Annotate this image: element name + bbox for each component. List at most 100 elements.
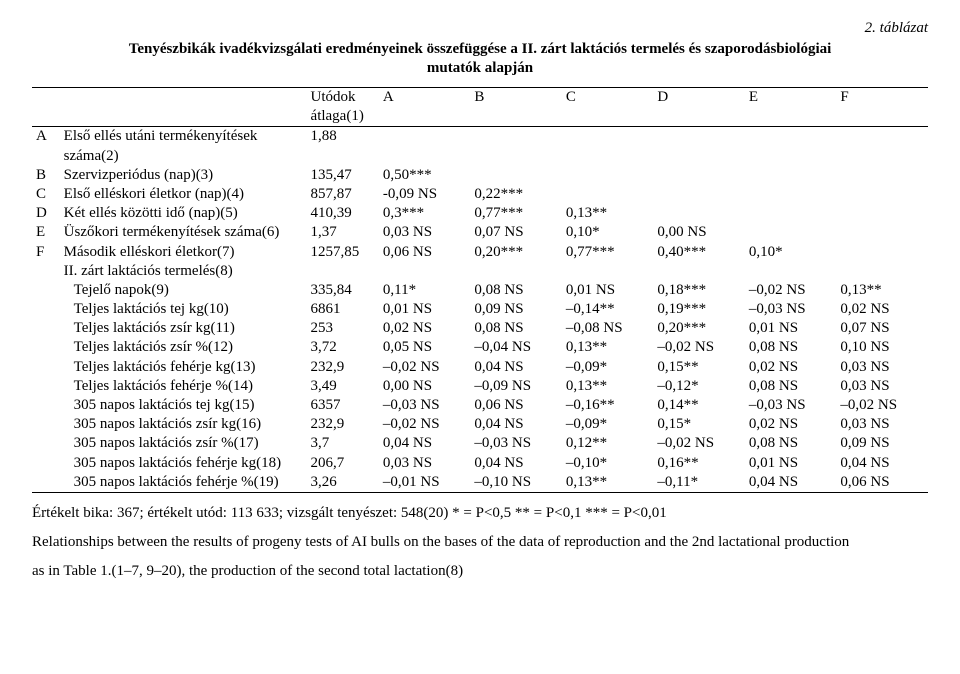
cell-value <box>379 127 471 147</box>
row-utod: 3,7 <box>307 434 379 453</box>
row-letter <box>32 473 60 493</box>
cell-value: 0,13** <box>562 473 654 493</box>
row-letter: F <box>32 243 60 262</box>
cell-value: –0,11* <box>653 473 745 493</box>
col-header-F: F <box>836 88 928 108</box>
cell-value: 0,04 NS <box>470 454 562 473</box>
cell-value: 0,16** <box>653 454 745 473</box>
row-letter <box>32 358 60 377</box>
row-desc: Teljes laktációs tej kg(10) <box>60 300 307 319</box>
row-letter <box>32 338 60 357</box>
cell-value: 0,03 NS <box>836 358 928 377</box>
row-letter: E <box>32 223 60 242</box>
cell-value: 0,06 NS <box>836 473 928 493</box>
cell-value: 0,40*** <box>653 243 745 262</box>
row-utod <box>307 262 379 281</box>
row-utod: 206,7 <box>307 454 379 473</box>
row-desc: Tejelő napok(9) <box>60 281 307 300</box>
cell-value <box>653 166 745 185</box>
row-desc: Két ellés közötti idő (nap)(5) <box>60 204 307 223</box>
cell-value: 0,07 NS <box>470 223 562 242</box>
cell-value: –0,09* <box>562 358 654 377</box>
footer-en-title: Relationships between the results of pro… <box>32 534 928 551</box>
cell-value: –0,02 NS <box>379 358 471 377</box>
table-title: Tenyészbikák ivadékvizsgálati eredményei… <box>32 41 928 58</box>
cell-value: –0,08 NS <box>562 319 654 338</box>
row-letter <box>32 396 60 415</box>
cell-value: –0,03 NS <box>745 300 837 319</box>
cell-value: 0,01 NS <box>562 281 654 300</box>
cell-value: 0,08 NS <box>745 434 837 453</box>
cell-value: 0,09 NS <box>836 434 928 453</box>
row-desc: 305 napos laktációs fehérje %(19) <box>60 473 307 493</box>
col-header-A: A <box>379 88 471 108</box>
cell-value: 0,10* <box>745 243 837 262</box>
cell-value <box>745 166 837 185</box>
cell-value: 0,02 NS <box>379 319 471 338</box>
cell-value: 0,03 NS <box>379 223 471 242</box>
row-desc: Második elléskori életkor(7) <box>60 243 307 262</box>
row-utod: 1,37 <box>307 223 379 242</box>
cell-value: 0,04 NS <box>836 454 928 473</box>
row-desc: 305 napos laktációs zsír %(17) <box>60 434 307 453</box>
cell-value: -0,09 NS <box>379 185 471 204</box>
cell-value: –0,12* <box>653 377 745 396</box>
row-utod: 232,9 <box>307 415 379 434</box>
row-letter: B <box>32 166 60 185</box>
cell-value: 0,03 NS <box>379 454 471 473</box>
cell-value: 0,18*** <box>653 281 745 300</box>
cell-value: –0,02 NS <box>379 415 471 434</box>
cell-value: 0,05 NS <box>379 338 471 357</box>
cell-value <box>745 223 837 242</box>
cell-value: 0,04 NS <box>470 415 562 434</box>
cell-value: 0,02 NS <box>836 300 928 319</box>
cell-value <box>653 262 745 281</box>
cell-value <box>562 166 654 185</box>
cell-value <box>470 262 562 281</box>
row-utod: 410,39 <box>307 204 379 223</box>
cell-value: 0,14** <box>653 396 745 415</box>
row-desc: Teljes laktációs zsír %(12) <box>60 338 307 357</box>
cell-value: –0,01 NS <box>379 473 471 493</box>
cell-value: 0,13** <box>562 204 654 223</box>
cell-value: –0,04 NS <box>470 338 562 357</box>
cell-value: 0,19*** <box>653 300 745 319</box>
cell-value: 0,01 NS <box>745 319 837 338</box>
cell-value: 0,15* <box>653 415 745 434</box>
cell-value <box>470 127 562 147</box>
cell-value: 0,03 NS <box>836 377 928 396</box>
row-utod: 135,47 <box>307 166 379 185</box>
row-letter <box>32 319 60 338</box>
cell-value: –0,02 NS <box>745 281 837 300</box>
row-letter <box>32 434 60 453</box>
cell-value <box>836 262 928 281</box>
row-desc: Első ellés utáni termékenyítések <box>60 127 307 147</box>
cell-value <box>836 127 928 147</box>
row-utod: 3,26 <box>307 473 379 493</box>
cell-value: 0,13** <box>836 281 928 300</box>
cell-value <box>562 127 654 147</box>
row-letter <box>32 415 60 434</box>
cell-value: 0,04 NS <box>745 473 837 493</box>
cell-value: –0,02 NS <box>836 396 928 415</box>
row-desc: 305 napos laktációs zsír kg(16) <box>60 415 307 434</box>
cell-value <box>836 204 928 223</box>
table-subtitle: mutatók alapján <box>32 60 928 77</box>
cell-value: 0,00 NS <box>653 223 745 242</box>
col-header-C: C <box>562 88 654 108</box>
row-letter: C <box>32 185 60 204</box>
cell-value <box>379 262 471 281</box>
cell-value: 0,09 NS <box>470 300 562 319</box>
cell-value: 0,00 NS <box>379 377 471 396</box>
cell-value <box>745 204 837 223</box>
row-utod: 6861 <box>307 300 379 319</box>
footer-en-note: as in Table 1.(1–7, 9–20), the productio… <box>32 563 928 580</box>
col-header-utodok: Utódok <box>307 88 379 108</box>
cell-value <box>745 127 837 147</box>
cell-value <box>653 127 745 147</box>
table-number: 2. táblázat <box>32 20 928 37</box>
col-header-E: E <box>745 88 837 108</box>
row-desc: II. zárt laktációs termelés(8) <box>60 262 307 281</box>
cell-value: 0,06 NS <box>379 243 471 262</box>
cell-value: 0,08 NS <box>745 377 837 396</box>
